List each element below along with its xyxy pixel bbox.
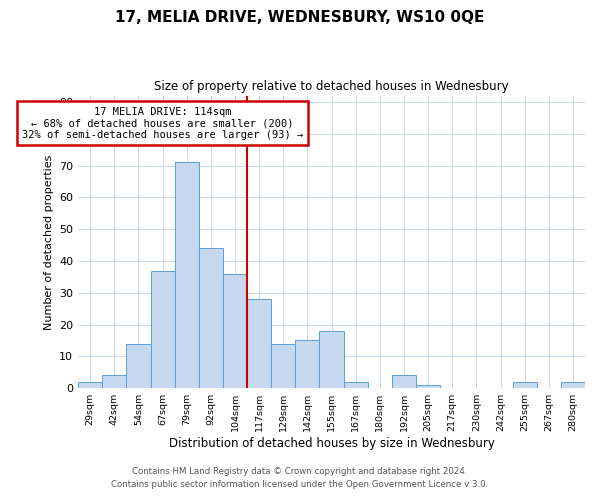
Bar [344,382,368,388]
Bar [127,344,151,388]
Bar [271,344,295,388]
Bar [102,376,127,388]
Bar [319,331,344,388]
Bar [175,162,199,388]
Bar [512,382,537,388]
Bar [416,385,440,388]
Bar [78,382,102,388]
Bar [151,270,175,388]
Text: Contains HM Land Registry data © Crown copyright and database right 2024.: Contains HM Land Registry data © Crown c… [132,467,468,476]
Bar [561,382,585,388]
Bar [295,340,319,388]
Bar [223,274,247,388]
Text: 17 MELIA DRIVE: 114sqm
← 68% of detached houses are smaller (200)
32% of semi-de: 17 MELIA DRIVE: 114sqm ← 68% of detached… [22,106,303,140]
Text: Contains public sector information licensed under the Open Government Licence v : Contains public sector information licen… [112,480,488,489]
X-axis label: Distribution of detached houses by size in Wednesbury: Distribution of detached houses by size … [169,437,494,450]
Bar [199,248,223,388]
Text: 17, MELIA DRIVE, WEDNESBURY, WS10 0QE: 17, MELIA DRIVE, WEDNESBURY, WS10 0QE [115,10,485,25]
Title: Size of property relative to detached houses in Wednesbury: Size of property relative to detached ho… [154,80,509,93]
Bar [247,299,271,388]
Bar [392,376,416,388]
Y-axis label: Number of detached properties: Number of detached properties [44,154,53,330]
